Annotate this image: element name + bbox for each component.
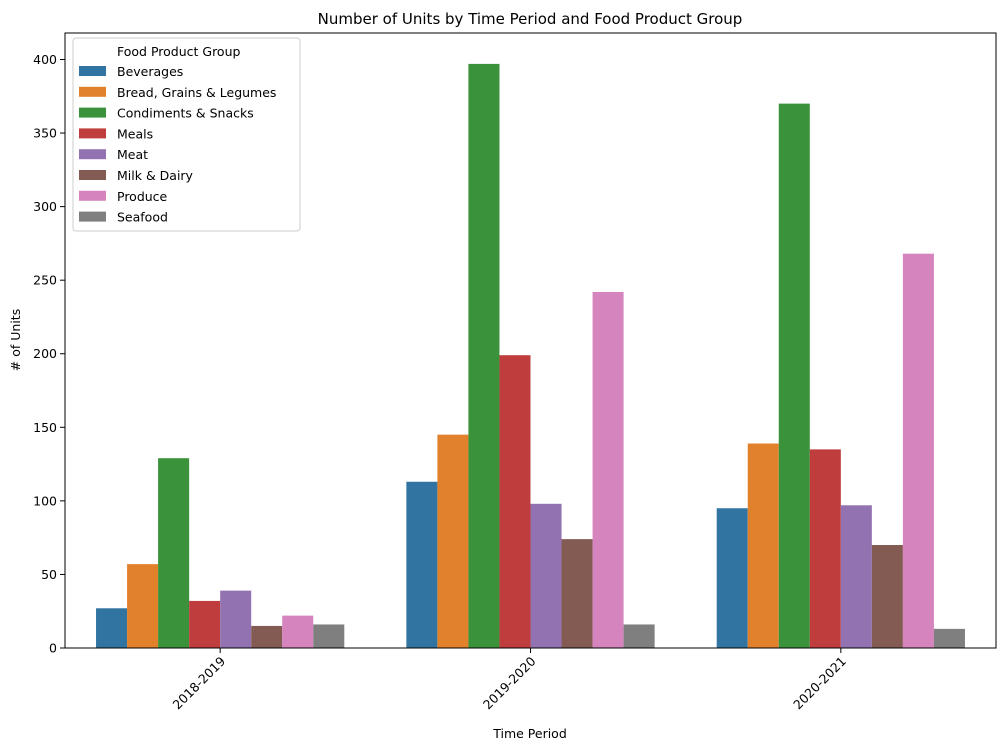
y-tick-label: 250 — [33, 273, 57, 288]
bar-produce-2019-2020 — [592, 291, 624, 648]
legend-swatch — [79, 211, 106, 222]
bar-beverages-2018-2019 — [96, 608, 128, 648]
bar-bread-grains-legumes-2019-2020 — [437, 434, 469, 648]
bar-seafood-2020-2021 — [933, 628, 965, 648]
legend-box — [72, 37, 301, 232]
legend-entry-label: Meals — [117, 126, 153, 141]
legend-swatch — [79, 107, 106, 118]
legend-swatch — [79, 170, 106, 180]
bar-condiments-snacks-2018-2019 — [158, 458, 190, 648]
legend-swatch — [79, 128, 106, 139]
legend-swatch — [79, 149, 106, 160]
bar-produce-2020-2021 — [902, 253, 934, 648]
y-tick-label: 50 — [41, 567, 57, 582]
legend-entry-label: Beverages — [117, 64, 183, 79]
y-tick-label: 300 — [33, 199, 57, 214]
bar-beverages-2019-2020 — [406, 481, 438, 648]
bars-group — [96, 63, 965, 649]
legend-title: Food Product Group — [117, 44, 241, 59]
y-tick-label: 100 — [33, 493, 57, 508]
legend-swatch — [79, 66, 106, 76]
y-tick-label: 350 — [33, 126, 57, 141]
legend-entry-label: Meat — [117, 147, 148, 162]
plot-frame — [64, 32, 997, 649]
bar-meals-2019-2020 — [499, 355, 531, 648]
x-tick-label: 2018-2019 — [169, 653, 228, 712]
bar-meat-2020-2021 — [840, 505, 872, 648]
bar-meat-2019-2020 — [530, 503, 562, 648]
x-axis: 2018-2019 2019-2020 2020-2021 — [169, 648, 849, 713]
x-axis-label: Time Period — [492, 726, 567, 741]
legend-entry-label: Produce — [117, 189, 168, 204]
bar-milk-dairy-2019-2020 — [561, 539, 593, 648]
bar-condiments-snacks-2019-2020 — [468, 63, 500, 648]
y-tick-label: 0 — [49, 641, 57, 656]
y-tick-label: 150 — [33, 420, 57, 435]
bar-bread-grains-legumes-2020-2021 — [747, 443, 779, 648]
legend-swatch — [79, 86, 106, 97]
bar-meals-2018-2019 — [189, 600, 221, 648]
bar-beverages-2020-2021 — [716, 508, 748, 648]
legend: Food Product Group Beverages Bread, Grains… — [72, 37, 301, 232]
x-tick-label: 2020-2021 — [790, 654, 849, 713]
bar-meals-2020-2021 — [809, 449, 841, 648]
legend-entry-label: Milk & Dairy — [117, 168, 194, 183]
y-axis-label: # of Units — [8, 309, 23, 371]
bar-milk-dairy-2020-2021 — [871, 545, 903, 648]
legend-entry-label: Condiments & Snacks — [117, 106, 254, 121]
y-tick-label: 200 — [33, 346, 57, 361]
bar-seafood-2019-2020 — [623, 624, 655, 648]
bar-produce-2018-2019 — [282, 615, 314, 648]
bar-seafood-2018-2019 — [313, 624, 345, 648]
bar-bread-grains-legumes-2018-2019 — [127, 564, 159, 648]
x-tick-label: 2019-2020 — [480, 653, 539, 712]
chart-title: Number of Units by Time Period and Food … — [318, 10, 743, 28]
y-tick-label: 400 — [33, 52, 57, 67]
bar-condiments-snacks-2020-2021 — [778, 103, 810, 649]
legend-swatch — [79, 190, 106, 201]
legend-entry-label: Bread, Grains & Legumes — [117, 85, 276, 100]
bar-milk-dairy-2018-2019 — [251, 625, 283, 648]
legend-entry-label: Seafood — [117, 210, 168, 225]
y-axis: 0 50 100 150 200 250 300 350 400 — [33, 52, 65, 656]
bar-meat-2018-2019 — [220, 590, 252, 648]
